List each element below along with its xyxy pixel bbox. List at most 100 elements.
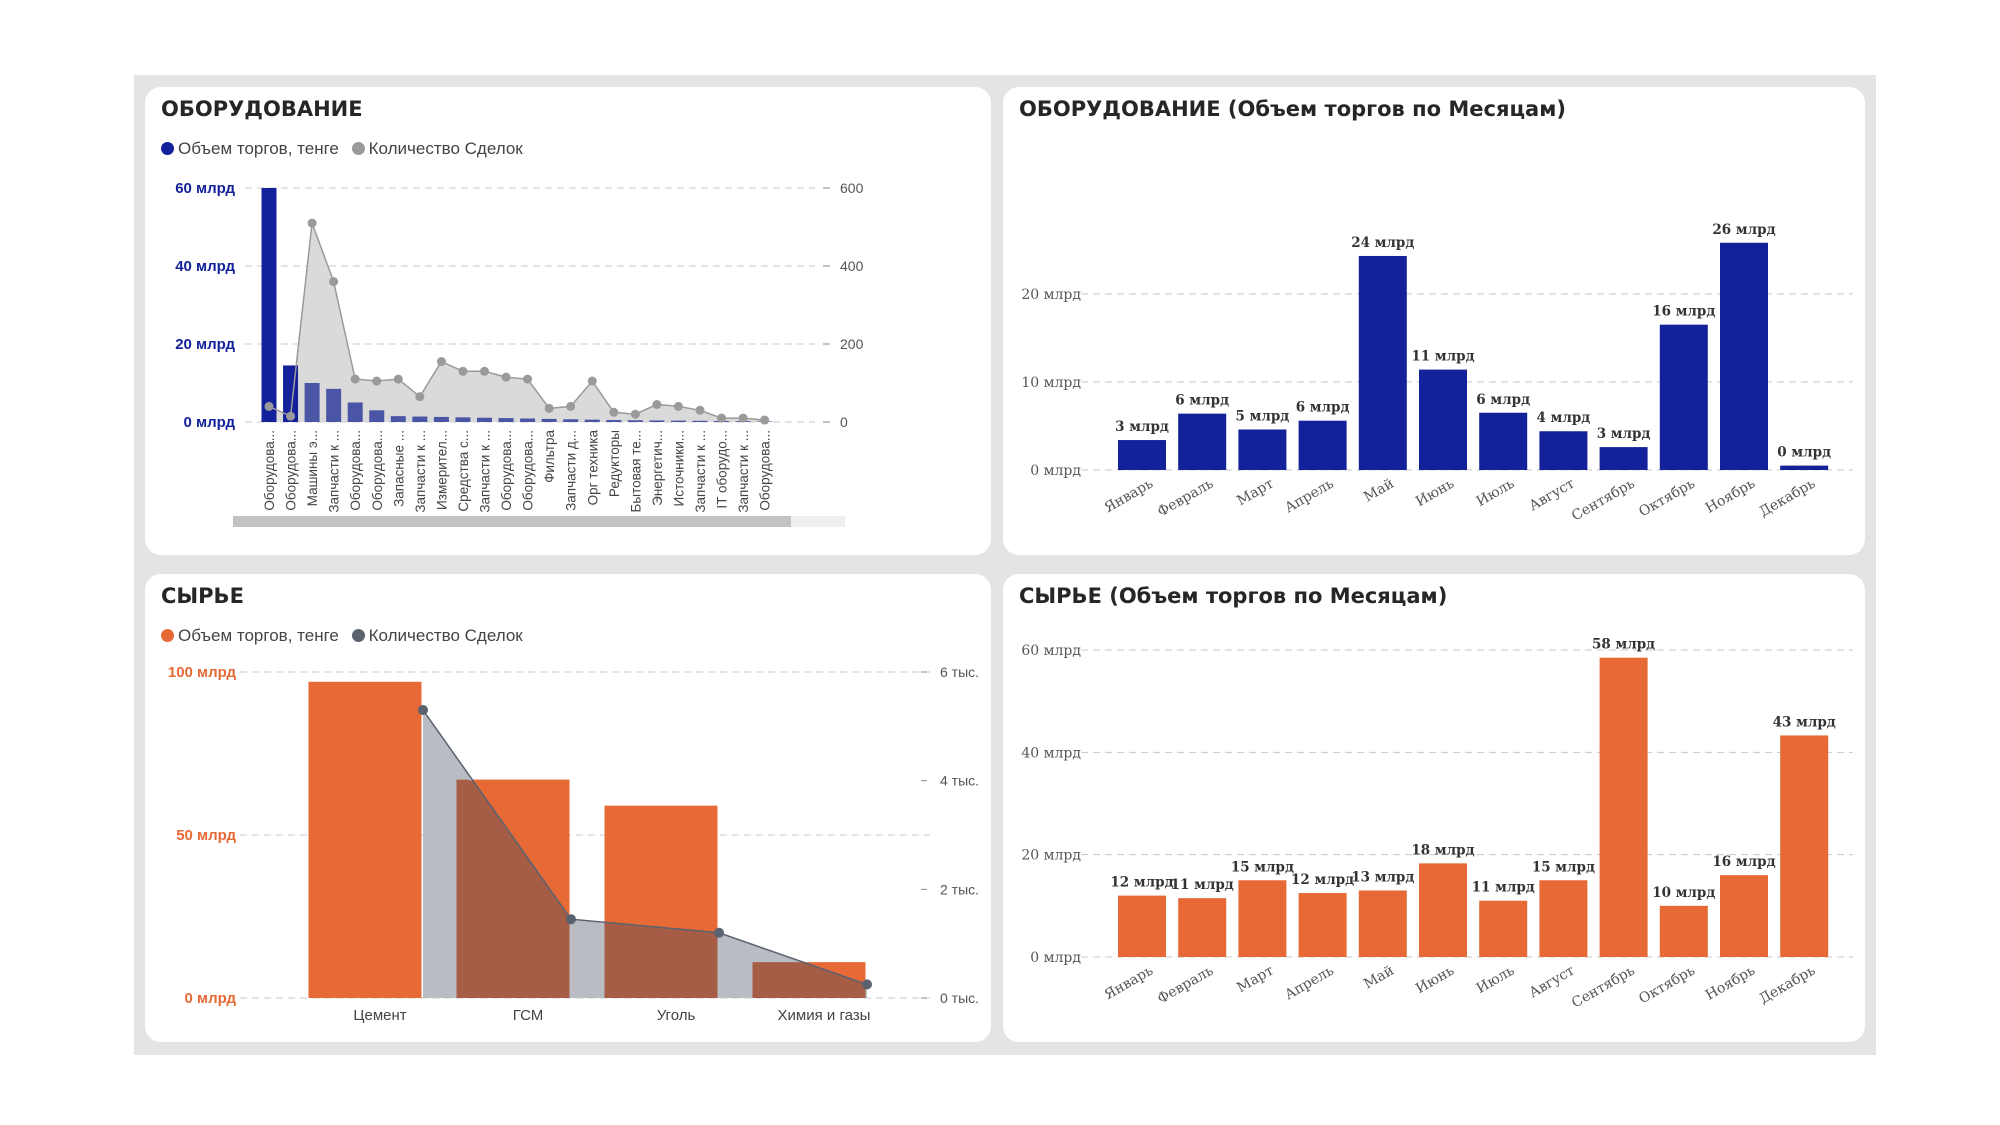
volume-bar [455, 417, 471, 422]
count-point [480, 366, 489, 376]
data-label: 6 млрд [1175, 393, 1229, 409]
x-tick-label: Запчасти к ... [413, 430, 428, 513]
x-tick-label: Июль [1474, 475, 1518, 510]
count-point [418, 705, 428, 716]
x-tick-label: Март [1234, 475, 1276, 509]
equipment-monthly-title: ОБОРУДОВАНИЕ (Объем торгов по Месяцам) [1019, 97, 1566, 121]
y-left-tick-label: 40 млрд [175, 258, 235, 275]
x-tick-label: Бытовая те... [628, 430, 643, 512]
equipment-card: ОБОРУДОВАНИЕ Объем торгов, тенге Количес… [145, 87, 991, 555]
y-left-tick-label: 20 млрд [175, 336, 235, 353]
data-label: 10 млрд [1652, 885, 1715, 901]
month-bar [1298, 893, 1347, 957]
x-tick-label: Оборудова... [284, 430, 299, 511]
month-bar [1178, 413, 1227, 470]
volume-bar [261, 188, 277, 422]
volume-bar [670, 420, 686, 422]
count-point [760, 415, 770, 425]
data-label: 4 млрд [1537, 410, 1591, 426]
equipment-chart: 0 млрд 20 млрд 40 млрд 60 млрд 0 200 400 600 Обо… [175, 180, 864, 527]
volume-bar [433, 416, 449, 422]
x-tick-label: Редукторы [607, 430, 622, 497]
count-point [738, 413, 748, 423]
raw-title: СЫРЬЕ [161, 584, 244, 608]
legend-volume-label: Объем торгов, тенге [178, 139, 339, 158]
count-point [286, 411, 296, 421]
y-right-tick-label: 200 [840, 336, 864, 352]
y-right-tick-label: 0 [840, 414, 848, 430]
y-right-tick-label: 6 тыс. [940, 664, 979, 680]
raw-legend: Объем торгов, тенге Количество Сделок [161, 626, 531, 646]
data-label: 12 млрд [1110, 875, 1173, 891]
month-bar [1720, 875, 1768, 957]
count-point [673, 401, 683, 411]
equipment-monthly-chart: 0 млрд 10 млрд 20 млрд 3 млрд Январь 6 млрд Фе… [1021, 222, 1853, 524]
count-line [422, 709, 868, 986]
x-tick-label: Июль [1474, 962, 1518, 997]
month-bar [1419, 369, 1467, 470]
y-right-tick-label: 600 [840, 180, 864, 196]
x-tick-label: Запчасти к ... [478, 430, 493, 513]
y-left-tick-label: 0 млрд [184, 414, 236, 431]
y-tick-label: 60 млрд [1021, 643, 1081, 659]
x-tick-label: IT оборудо... [715, 430, 730, 509]
volume-bar [563, 419, 579, 422]
raw-chart: 0 млрд 50 млрд 100 млрд 0 тыс. 2 тыс. 4 тыс. 6… [168, 664, 979, 1024]
month-bar [1720, 242, 1768, 470]
count-point [393, 374, 403, 384]
volume-bar [541, 418, 557, 422]
x-tick-label: Сентябрь [1569, 962, 1638, 1011]
y-left-tick-label: 50 млрд [176, 827, 236, 844]
month-bar [1118, 440, 1166, 470]
data-label: 0 млрд [1777, 445, 1831, 461]
x-tick-label: Запчасти к ... [327, 430, 342, 513]
x-tick-label: Оборудова... [370, 430, 385, 511]
count-point [372, 376, 382, 386]
x-tick-label: Фильтра [542, 430, 557, 483]
legend-count[interactable]: Количество Сделок [351, 139, 523, 158]
x-tick-label: Январь [1102, 962, 1157, 1003]
month-bar [1419, 863, 1467, 957]
y-right-tick-label: 4 тыс. [940, 773, 979, 789]
x-tick-label: Запчасти д... [564, 430, 579, 511]
x-tick-label: Цемент [353, 1007, 406, 1024]
volume-bar [390, 416, 406, 422]
volume-bar [347, 402, 363, 422]
volume-bar [326, 388, 342, 422]
legend-volume-label: Объем торгов, тенге [178, 626, 339, 645]
count-point [264, 401, 274, 411]
month-bar [1118, 895, 1166, 957]
x-tick-label: Химия и газы [778, 1007, 871, 1024]
month-bar [1539, 431, 1588, 470]
month-bar [1178, 898, 1227, 957]
month-bar [1479, 900, 1528, 957]
volume-bar [369, 410, 385, 422]
legend-volume[interactable]: Объем торгов, тенге [161, 626, 339, 645]
scrollbar-thumb[interactable] [233, 516, 791, 527]
y-right-tick-label: 0 тыс. [940, 990, 979, 1006]
data-label: 16 млрд [1652, 304, 1715, 320]
legend-count-label: Количество Сделок [368, 626, 523, 645]
x-tick-label: Машины э... [305, 430, 320, 506]
overlap-area [456, 779, 570, 998]
legend-volume[interactable]: Объем торгов, тенге [161, 139, 339, 158]
volume-bar [477, 417, 492, 422]
month-bar [1298, 420, 1347, 470]
y-left-tick-label: 60 млрд [175, 180, 235, 197]
raw-monthly-card: СЫРЬЕ (Объем торгов по Месяцам) 0 млрд 20… [1003, 574, 1865, 1042]
data-label: 16 млрд [1712, 854, 1775, 870]
x-tick-label: Май [1361, 476, 1397, 506]
count-point [501, 372, 511, 382]
raw-monthly-title: СЫРЬЕ (Объем торгов по Месяцам) [1019, 584, 1448, 608]
data-label: 26 млрд [1712, 222, 1775, 238]
x-tick-label: Запчасти к ... [693, 430, 708, 513]
month-bar [1358, 890, 1407, 957]
month-bar [1358, 255, 1407, 470]
x-tick-label: Оборудова... [521, 430, 536, 511]
dashboard-board: ОБОРУДОВАНИЕ Объем торгов, тенге Количес… [134, 75, 1876, 1055]
x-tick-label: Запасные ... [391, 430, 406, 507]
legend-count[interactable]: Количество Сделок [351, 626, 523, 645]
x-tick-label: Декабрь [1757, 475, 1819, 520]
data-label: 24 млрд [1351, 235, 1414, 251]
legend-volume-marker [161, 629, 174, 642]
